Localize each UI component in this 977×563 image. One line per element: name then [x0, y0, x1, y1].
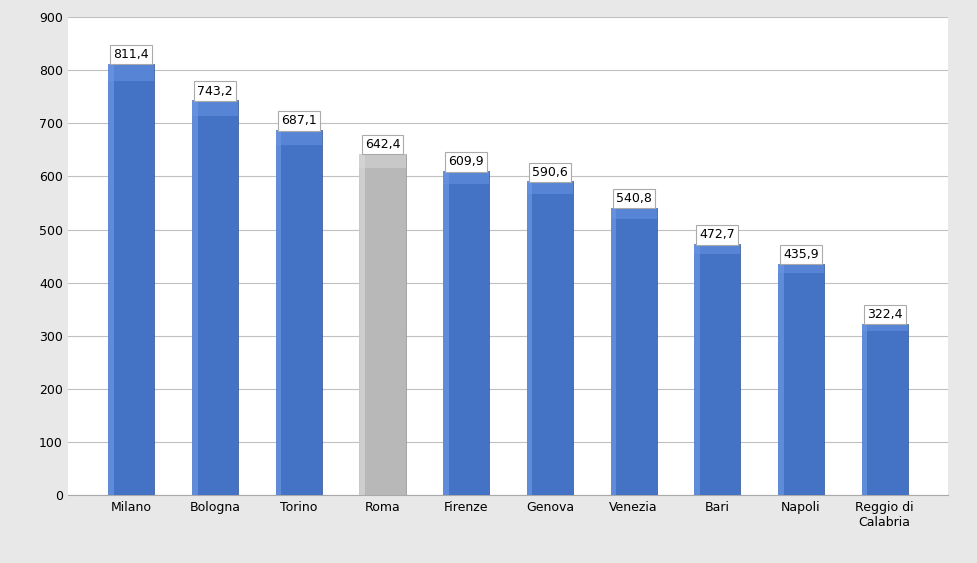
- Text: 642,4: 642,4: [364, 138, 401, 151]
- Text: 609,9: 609,9: [448, 155, 484, 168]
- Bar: [778, 263, 824, 495]
- Bar: [778, 263, 784, 495]
- Bar: [108, 64, 154, 495]
- Bar: [276, 130, 321, 145]
- Bar: [360, 154, 365, 495]
- Bar: [108, 64, 154, 81]
- Text: 322,4: 322,4: [867, 309, 903, 321]
- Bar: [695, 244, 700, 495]
- Bar: [695, 244, 741, 495]
- Bar: [444, 171, 448, 495]
- Text: 590,6: 590,6: [532, 166, 568, 178]
- Bar: [360, 154, 405, 495]
- Text: 540,8: 540,8: [616, 192, 652, 205]
- Bar: [611, 208, 616, 495]
- Bar: [276, 130, 281, 495]
- Bar: [862, 324, 908, 495]
- Bar: [444, 171, 489, 184]
- Text: 687,1: 687,1: [281, 114, 317, 127]
- Text: 472,7: 472,7: [700, 229, 735, 242]
- Text: 811,4: 811,4: [113, 48, 149, 61]
- Bar: [611, 208, 657, 495]
- Bar: [778, 263, 824, 273]
- Bar: [862, 324, 908, 331]
- Bar: [192, 100, 197, 495]
- Bar: [527, 181, 573, 495]
- Text: 435,9: 435,9: [784, 248, 819, 261]
- Bar: [527, 181, 532, 495]
- Bar: [695, 244, 741, 254]
- Text: 743,2: 743,2: [197, 84, 233, 97]
- Bar: [862, 324, 868, 495]
- Bar: [444, 171, 489, 495]
- Bar: [611, 208, 657, 220]
- Bar: [192, 100, 238, 495]
- Bar: [108, 64, 114, 495]
- Bar: [192, 100, 238, 116]
- Bar: [360, 154, 405, 168]
- Bar: [527, 181, 573, 194]
- Bar: [276, 130, 321, 495]
